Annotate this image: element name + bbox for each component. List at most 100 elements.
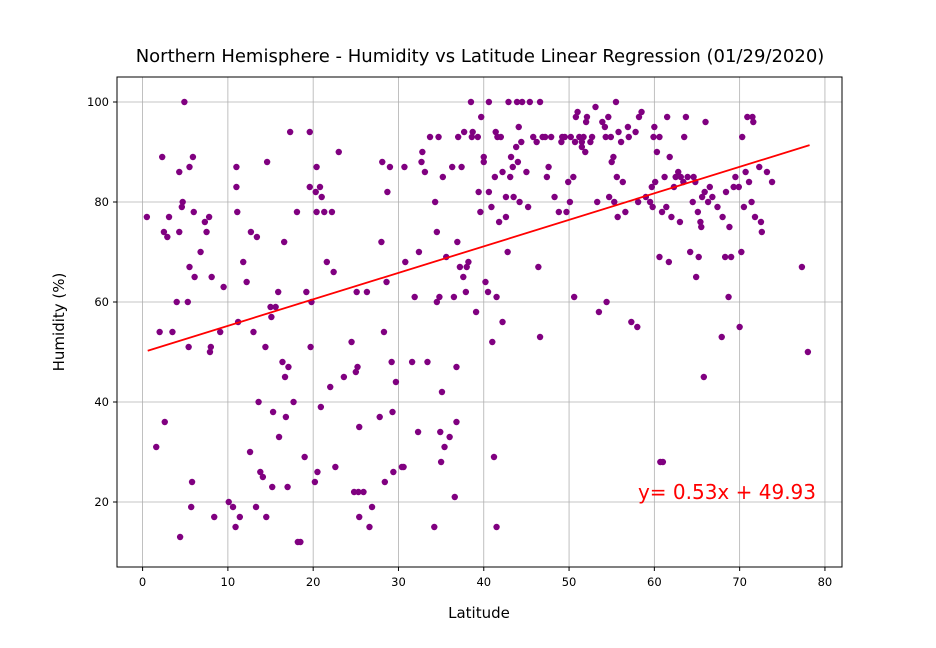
data-point bbox=[656, 253, 663, 261]
data-point bbox=[368, 503, 376, 511]
data-point bbox=[307, 343, 314, 351]
data-point bbox=[188, 503, 195, 511]
data-point bbox=[460, 273, 467, 281]
data-point bbox=[563, 208, 570, 216]
data-point bbox=[356, 513, 363, 521]
data-point bbox=[313, 208, 320, 216]
data-point bbox=[722, 188, 730, 196]
data-point bbox=[602, 133, 609, 141]
data-point bbox=[493, 293, 500, 301]
y-tick-label: 40 bbox=[94, 395, 109, 409]
data-point bbox=[376, 413, 383, 421]
data-point bbox=[652, 178, 659, 186]
data-point bbox=[651, 123, 658, 131]
data-point bbox=[386, 163, 394, 171]
data-point bbox=[526, 98, 534, 106]
data-point bbox=[499, 318, 506, 326]
data-point bbox=[176, 533, 184, 541]
data-point bbox=[321, 208, 328, 216]
plot-area-frame bbox=[116, 76, 843, 568]
data-point bbox=[698, 193, 706, 201]
data-point bbox=[186, 263, 193, 271]
data-point bbox=[437, 428, 444, 436]
data-point bbox=[543, 173, 551, 181]
y-tick-label: 100 bbox=[87, 95, 109, 109]
data-point bbox=[433, 298, 441, 306]
data-point bbox=[431, 523, 438, 531]
data-point bbox=[303, 288, 310, 296]
data-point bbox=[718, 333, 725, 341]
data-point bbox=[301, 453, 308, 461]
data-point bbox=[732, 173, 739, 181]
data-point bbox=[426, 133, 434, 141]
data-point bbox=[587, 138, 594, 146]
data-point bbox=[738, 248, 745, 256]
data-point bbox=[570, 293, 578, 301]
data-point bbox=[721, 253, 729, 261]
data-point bbox=[580, 133, 587, 141]
data-point bbox=[695, 253, 702, 261]
data-point bbox=[252, 503, 260, 511]
data-point bbox=[203, 228, 210, 236]
data-point bbox=[533, 138, 540, 146]
data-point bbox=[389, 408, 396, 416]
data-point bbox=[512, 143, 520, 151]
data-point bbox=[624, 123, 632, 131]
data-point bbox=[582, 118, 590, 126]
data-point bbox=[697, 218, 704, 226]
data-point bbox=[234, 208, 241, 216]
data-point bbox=[340, 373, 348, 381]
data-point bbox=[179, 198, 186, 206]
data-point bbox=[378, 238, 385, 246]
data-point bbox=[280, 238, 288, 246]
data-point bbox=[433, 228, 441, 236]
grid-lines bbox=[117, 77, 842, 567]
data-point bbox=[619, 178, 626, 186]
data-point bbox=[436, 293, 443, 301]
data-point bbox=[332, 463, 339, 471]
data-point bbox=[478, 113, 485, 121]
data-point bbox=[400, 463, 407, 471]
data-point bbox=[536, 98, 544, 106]
data-point bbox=[318, 193, 325, 201]
data-point bbox=[567, 133, 574, 141]
data-point bbox=[143, 213, 151, 221]
data-point bbox=[173, 298, 180, 306]
data-point bbox=[456, 263, 464, 271]
data-point bbox=[211, 513, 218, 521]
data-point bbox=[236, 513, 244, 521]
data-point bbox=[666, 153, 673, 161]
data-point bbox=[595, 308, 603, 316]
data-point bbox=[727, 253, 735, 261]
data-point bbox=[661, 173, 668, 181]
data-point bbox=[510, 193, 517, 201]
data-point bbox=[698, 223, 705, 231]
data-point bbox=[565, 178, 572, 186]
data-point bbox=[535, 263, 542, 271]
data-point bbox=[285, 363, 292, 371]
data-point bbox=[665, 258, 673, 266]
data-point bbox=[615, 128, 622, 136]
data-point bbox=[454, 238, 461, 246]
data-point bbox=[612, 98, 620, 106]
data-point bbox=[328, 208, 336, 216]
data-point bbox=[392, 378, 400, 386]
x-axis-ticks: 0 10 20 30 40 50 60 70 80 bbox=[139, 567, 832, 589]
data-point bbox=[424, 358, 431, 366]
data-point bbox=[153, 443, 160, 451]
data-point bbox=[330, 268, 337, 276]
data-point bbox=[435, 133, 442, 141]
data-point bbox=[594, 198, 601, 206]
data-point bbox=[692, 273, 700, 281]
data-point bbox=[578, 138, 586, 146]
data-point bbox=[438, 388, 446, 396]
data-point bbox=[458, 163, 465, 171]
data-point bbox=[360, 488, 367, 496]
data-point bbox=[611, 198, 618, 206]
data-point bbox=[220, 283, 227, 291]
data-point bbox=[751, 213, 759, 221]
data-point bbox=[181, 98, 188, 106]
data-point bbox=[284, 483, 291, 491]
data-point bbox=[366, 523, 373, 531]
